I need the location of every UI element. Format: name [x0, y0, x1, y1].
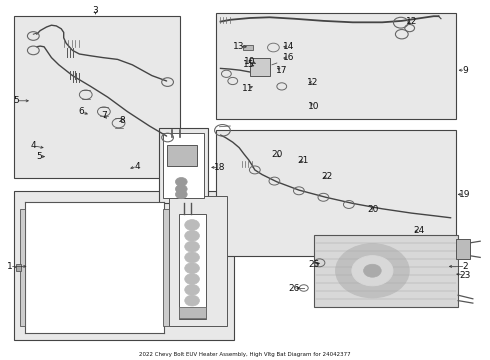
Bar	[159, 128, 208, 203]
Text: 3: 3	[93, 6, 98, 15]
Text: 10: 10	[244, 57, 256, 66]
Bar	[163, 133, 204, 198]
Text: 7: 7	[101, 111, 107, 120]
Circle shape	[185, 252, 199, 263]
Text: 20: 20	[271, 150, 283, 159]
Text: 2: 2	[463, 262, 468, 271]
Text: 14: 14	[283, 42, 295, 51]
Circle shape	[185, 274, 199, 284]
Circle shape	[336, 244, 409, 298]
Text: 21: 21	[297, 156, 309, 165]
Bar	[179, 214, 206, 319]
Bar	[163, 209, 169, 326]
Text: 23: 23	[460, 271, 471, 280]
Bar	[20, 209, 25, 326]
Text: 4: 4	[30, 141, 36, 150]
Text: 22: 22	[322, 172, 333, 181]
Text: 19: 19	[459, 190, 470, 199]
Bar	[24, 202, 164, 333]
Circle shape	[185, 295, 199, 306]
Circle shape	[185, 230, 199, 241]
Circle shape	[185, 241, 199, 252]
Text: 6: 6	[78, 107, 84, 116]
Text: 13: 13	[233, 42, 245, 51]
Text: 25: 25	[308, 260, 319, 269]
Text: 1: 1	[7, 262, 13, 271]
Bar	[314, 235, 458, 307]
Text: 2022 Chevy Bolt EUV Heater Assembly, High Vltg Bat Diagram for 24042377: 2022 Chevy Bolt EUV Heater Assembly, Hig…	[139, 352, 351, 357]
Bar	[216, 130, 456, 256]
Circle shape	[352, 256, 393, 286]
Bar	[167, 145, 197, 166]
Bar	[456, 239, 470, 259]
Circle shape	[364, 264, 381, 277]
Text: 15: 15	[243, 60, 255, 69]
Bar	[179, 307, 206, 318]
Text: 12: 12	[406, 17, 417, 26]
Text: 18: 18	[214, 163, 225, 172]
Text: 24: 24	[414, 226, 424, 235]
Text: 17: 17	[276, 66, 288, 75]
Text: 26: 26	[288, 284, 300, 293]
Bar	[243, 45, 253, 50]
Text: 8: 8	[120, 116, 125, 125]
Bar	[169, 196, 227, 326]
Text: 20: 20	[368, 205, 379, 214]
Circle shape	[185, 263, 199, 274]
Bar	[16, 264, 21, 271]
Bar	[250, 58, 270, 76]
Circle shape	[175, 190, 187, 199]
Text: 10: 10	[308, 102, 319, 111]
Circle shape	[185, 220, 199, 230]
Circle shape	[185, 284, 199, 295]
Bar	[14, 191, 234, 340]
Circle shape	[175, 177, 187, 186]
Text: 4: 4	[134, 162, 140, 171]
Text: 9: 9	[463, 66, 468, 75]
Text: 11: 11	[242, 84, 253, 93]
Circle shape	[175, 185, 187, 193]
Text: 12: 12	[307, 77, 318, 86]
Text: 16: 16	[283, 53, 295, 62]
Bar	[14, 16, 180, 178]
Text: 5: 5	[13, 96, 19, 105]
Text: 5: 5	[36, 152, 42, 161]
Bar	[216, 13, 456, 119]
